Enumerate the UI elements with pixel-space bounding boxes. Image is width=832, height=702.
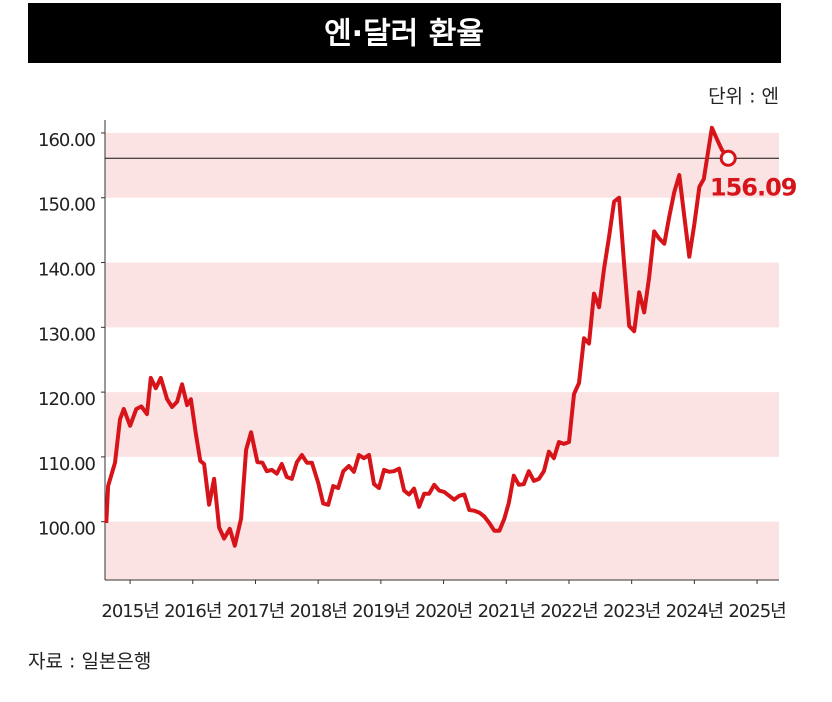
end-point [719, 149, 737, 167]
x-tick-label: 2022년 [540, 601, 597, 622]
x-tick-label: 2015년 [101, 601, 158, 622]
x-tick-label: 2018년 [289, 601, 346, 622]
y-tick-label: 160.00 [38, 130, 96, 151]
x-tick-label: 2017년 [227, 601, 284, 622]
band [105, 132, 779, 198]
line-series [104, 125, 730, 548]
x-tick-label: 2020년 [415, 601, 472, 622]
y-tick-label: 150.00 [38, 195, 96, 216]
x-tick-label: 2023년 [603, 601, 660, 622]
band [105, 392, 779, 457]
x-tick-label: 2016년 [164, 601, 221, 622]
y-tick-label: 110.00 [38, 454, 96, 475]
x-tick-label: 2021년 [478, 601, 535, 622]
y-tick-label: 130.00 [38, 324, 96, 345]
y-tick-label: 100.00 [38, 519, 96, 540]
source: 자료 : 일본은행 [28, 651, 151, 673]
band [105, 262, 779, 328]
y-tick-label: 140.00 [38, 260, 96, 281]
chart-title: 엔·달러 환율 [324, 17, 484, 52]
title-bar [28, 3, 781, 63]
unit-label: 단위 : 엔 [708, 86, 779, 108]
band [105, 521, 779, 580]
x-tick-label: 2019년 [352, 601, 409, 622]
y-tick-label: 120.00 [38, 389, 96, 410]
x-tick-label: 2025년 [728, 601, 785, 622]
value-label: 156.09 [710, 173, 797, 201]
x-tick-label: 2024년 [666, 601, 723, 622]
